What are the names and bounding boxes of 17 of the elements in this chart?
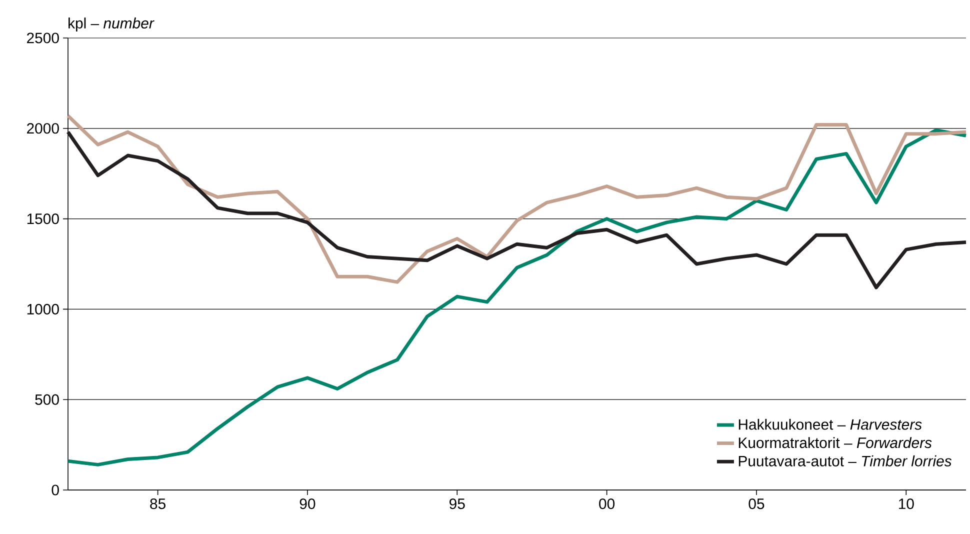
y-axis-title: kpl – number (68, 18, 154, 32)
y-tick-label: 1000 (27, 304, 59, 314)
y-tick-label: 500 (35, 394, 59, 405)
y-tick-label: 2500 (27, 32, 59, 44)
x-tick-label: 05 (748, 498, 764, 510)
x-tick-label: 10 (898, 498, 914, 510)
y-tick-label: 0 (52, 484, 59, 496)
x-tick-label: 85 (150, 498, 166, 510)
y-tick-label: 1500 (27, 214, 59, 224)
legend-label: Hakkuukoneet – Harvesters (738, 418, 922, 430)
x-tick-label: 95 (450, 498, 465, 510)
legend-label: Kuormatraktorit – Forwarders (738, 437, 932, 448)
y-tick-label: 2000 (27, 123, 59, 134)
legend-label: Puutavara-autot – Timber lorries (738, 455, 952, 466)
x-tick-label: 90 (300, 498, 316, 510)
x-tick-label: 00 (599, 498, 615, 510)
line-series (66, 128, 968, 466)
